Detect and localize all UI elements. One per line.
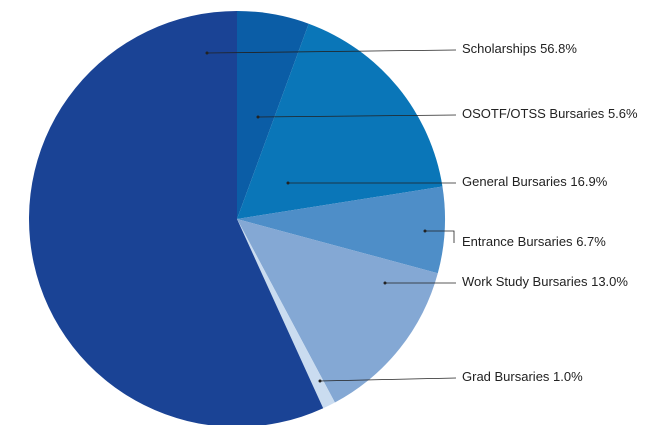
slice-name: General Bursaries — [462, 174, 567, 189]
leader-dot — [423, 229, 427, 233]
slice-value: 13.0% — [591, 274, 628, 289]
slice-label: OSOTF/OTSS Bursaries 5.6% — [462, 106, 638, 121]
slice-value: 5.6% — [608, 106, 638, 121]
pie-slice — [237, 23, 443, 219]
leader-dot — [286, 181, 290, 185]
slice-name: Entrance Bursaries — [462, 234, 573, 249]
slice-name: Grad Bursaries — [462, 369, 550, 384]
leader-dot — [318, 379, 322, 383]
slice-label: Work Study Bursaries 13.0% — [462, 274, 628, 289]
pie-slice — [29, 11, 324, 425]
leader-dot — [205, 51, 209, 55]
slice-value: 6.7% — [576, 234, 606, 249]
pie-slice — [237, 219, 438, 403]
slice-value: 56.8% — [540, 41, 577, 56]
leader-line — [206, 49, 457, 54]
slice-label: Scholarships 56.8% — [462, 41, 577, 56]
slice-name: OSOTF/OTSS Bursaries — [462, 106, 605, 121]
slice-value: 1.0% — [553, 369, 583, 384]
leader-line — [425, 230, 455, 243]
leader-dot — [256, 115, 260, 119]
slice-label: General Bursaries 16.9% — [462, 174, 608, 189]
slice-label: Grad Bursaries 1.0% — [462, 369, 583, 384]
slice-name: Work Study Bursaries — [462, 274, 588, 289]
leader-line — [257, 114, 457, 118]
leader-line — [319, 377, 457, 382]
leader-dot — [383, 281, 387, 285]
slice-label: Entrance Bursaries 6.7% — [462, 234, 606, 249]
pie-slice — [237, 186, 445, 274]
pie-slice — [237, 11, 309, 219]
pie-slice — [237, 219, 335, 409]
slice-value: 16.9% — [570, 174, 607, 189]
slice-name: Scholarships — [462, 41, 537, 56]
